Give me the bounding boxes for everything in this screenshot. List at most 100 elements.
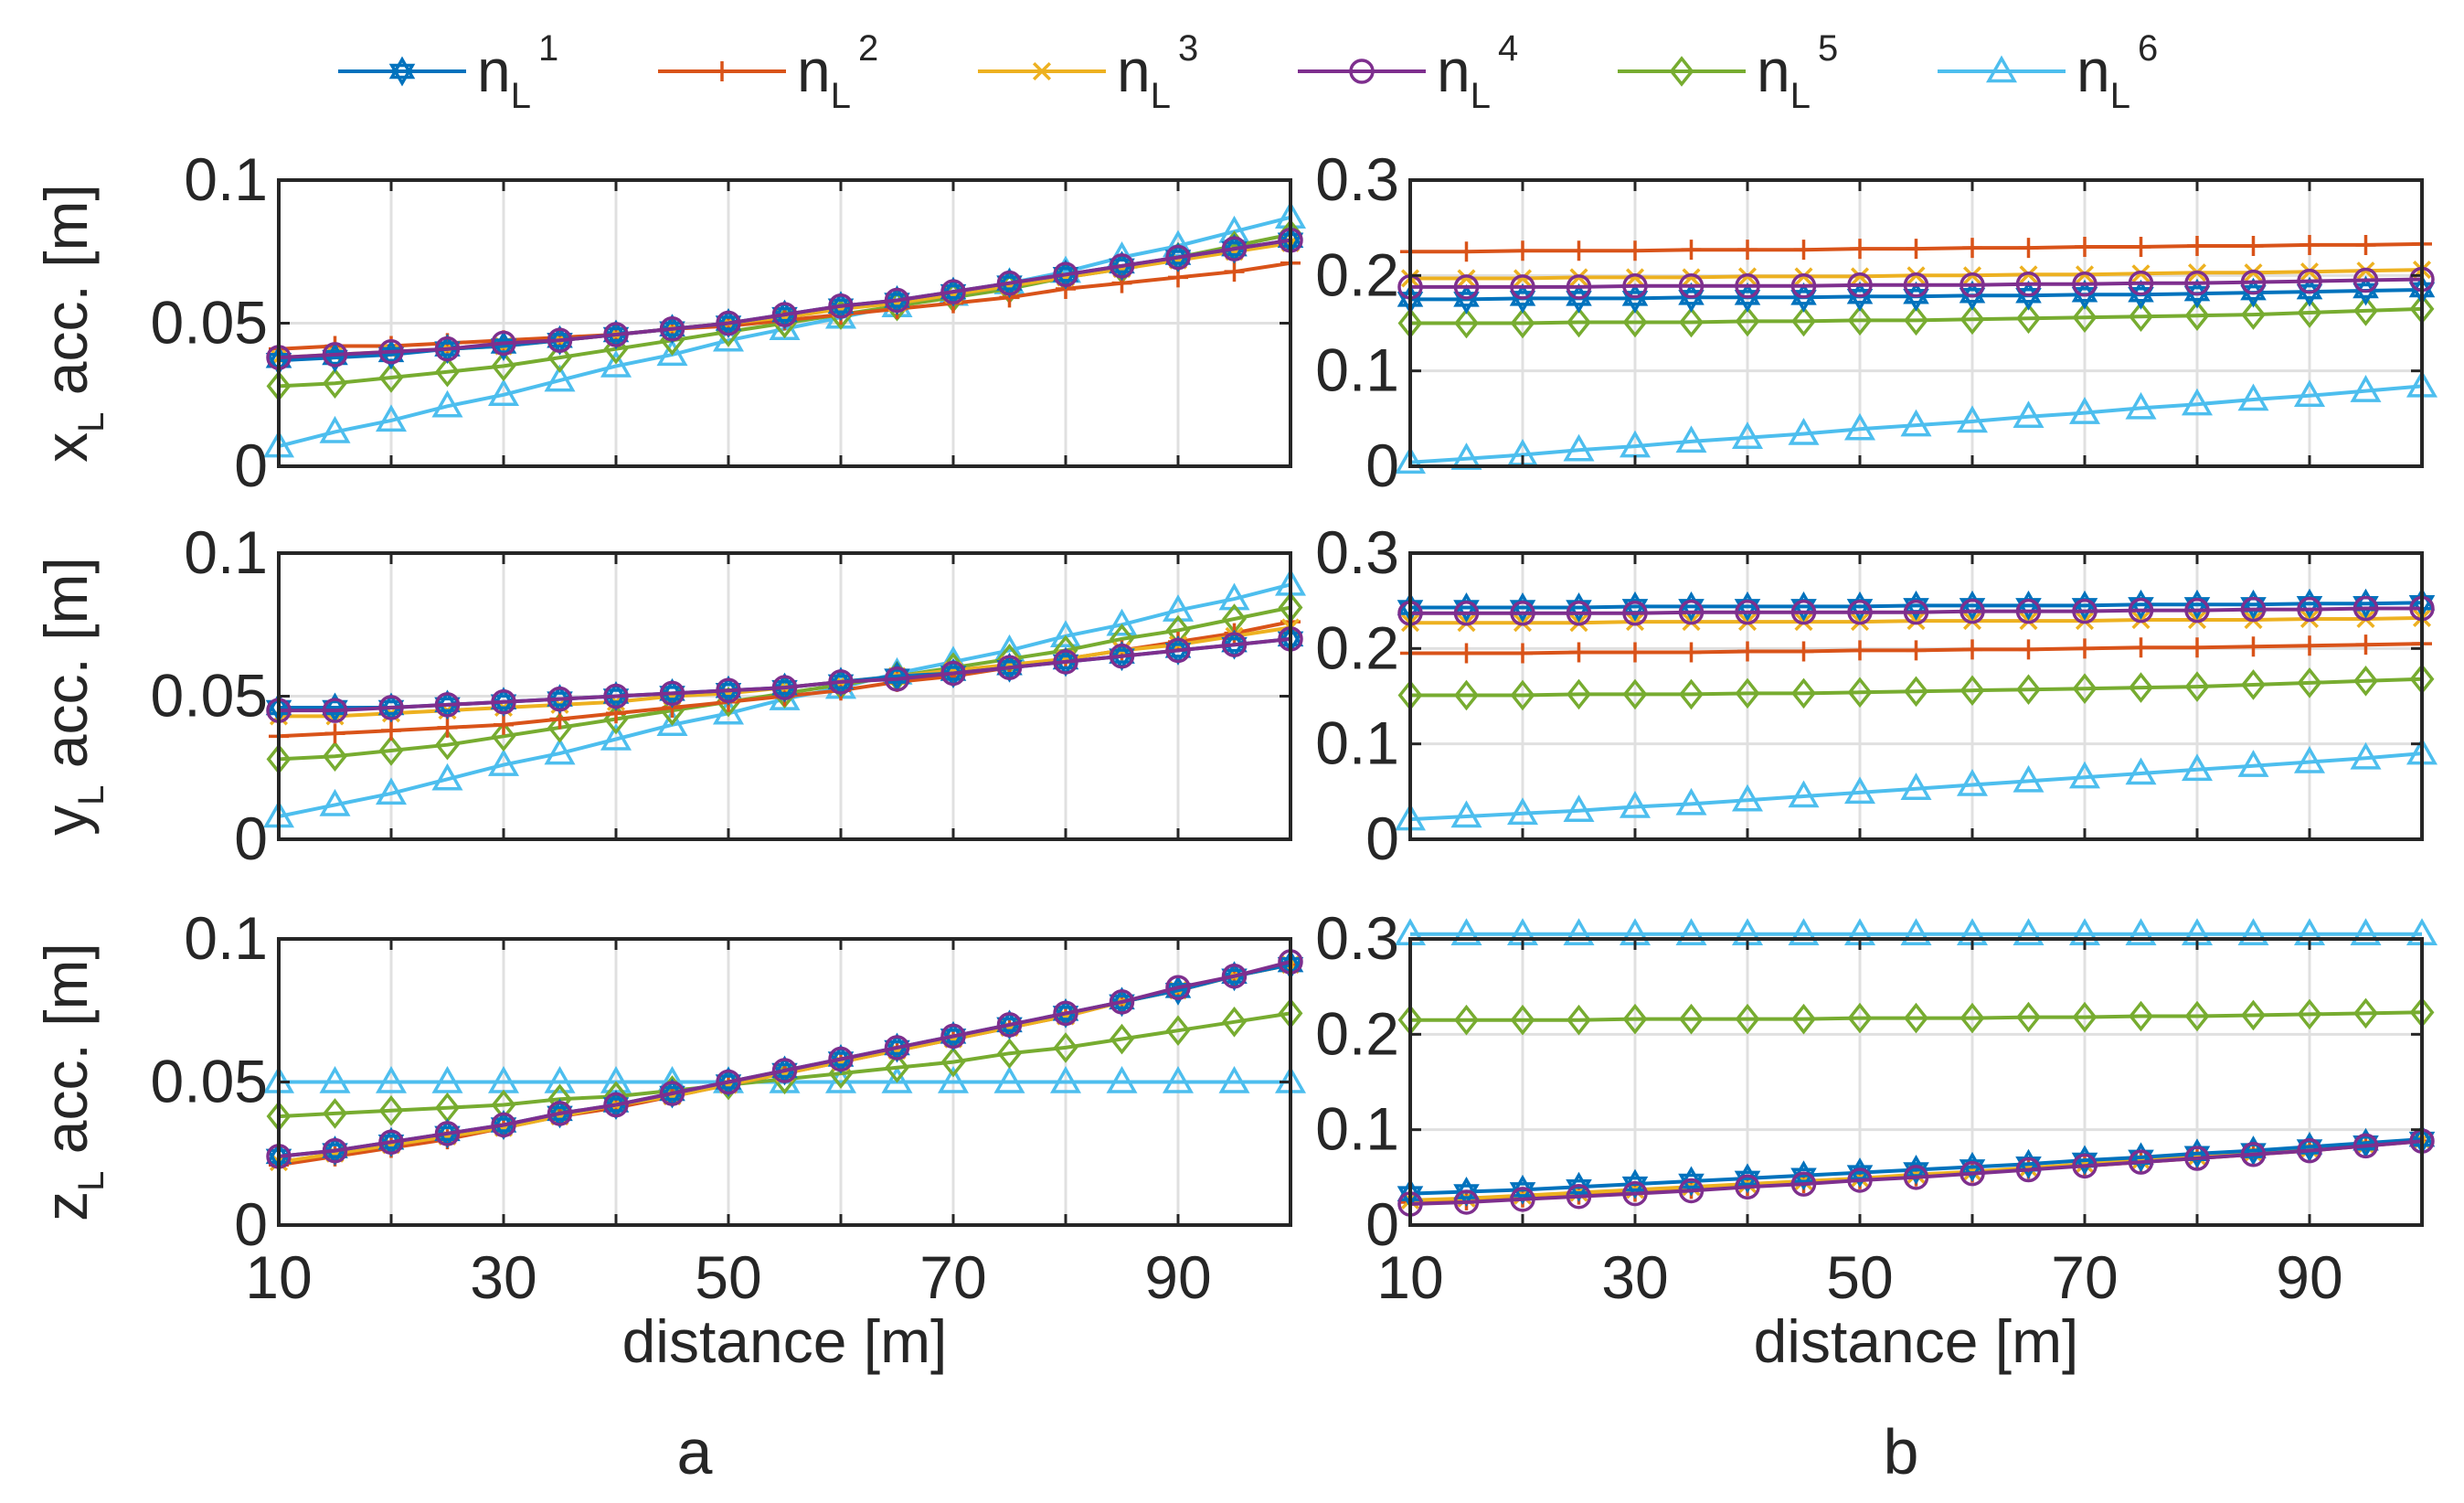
point-nL4	[2352, 267, 2379, 293]
point-nL4	[659, 1081, 685, 1106]
point-nL5	[2184, 1000, 2210, 1032]
point-nL4	[1847, 272, 1873, 298]
point-nL4	[1510, 274, 1535, 300]
y-tick-label: 0.05	[151, 1048, 268, 1115]
point-nL5	[2129, 1000, 2153, 1032]
point-nL1	[659, 1078, 685, 1109]
point-nL1	[1052, 997, 1079, 1029]
point-nL2	[2243, 235, 2264, 256]
point-nL5	[2016, 303, 2041, 335]
point-nL2	[2299, 234, 2320, 255]
point-nL4	[716, 1069, 741, 1095]
x-tick-label: 70	[2051, 1243, 2118, 1311]
point-nL4	[2297, 268, 2322, 294]
point-nL6	[600, 722, 632, 751]
line-nL4	[1409, 1139, 2423, 1206]
point-nL2	[1737, 641, 1758, 662]
point-nL6	[487, 749, 520, 776]
y-tick-label: 0	[234, 1190, 268, 1258]
point-nL5	[1622, 1003, 1648, 1035]
point-nL1	[827, 1043, 855, 1074]
point-nL6	[2013, 918, 2044, 946]
point-nL2	[1568, 240, 1589, 261]
point-nL4	[1790, 599, 1817, 625]
point-nL4	[1903, 599, 1929, 625]
axes-box	[1408, 551, 2424, 841]
point-nL2	[1906, 239, 1927, 260]
point-nL1	[377, 1126, 405, 1157]
point-nL4	[2297, 596, 2322, 623]
y-tick-label: 0.1	[1315, 1095, 1399, 1163]
point-nL1	[827, 666, 855, 698]
point-nL6	[1788, 417, 1820, 445]
point-nL4	[1790, 1171, 1817, 1197]
point-nL5	[2241, 669, 2266, 700]
point-nL1	[715, 675, 742, 706]
point-nL5	[2241, 999, 2266, 1031]
point-nL4	[1566, 600, 1592, 626]
point-nL5	[2297, 998, 2322, 1030]
panel-a-x: 0 0.05 0.1 xL acc. [m]	[32, 145, 1307, 499]
point-nL6	[544, 737, 576, 765]
point-nL4	[1678, 273, 1705, 299]
point-nL6	[1900, 918, 1932, 946]
point-nL1	[884, 284, 910, 315]
point-nL4	[828, 669, 854, 695]
legend-entry-nL4: nL4	[1298, 28, 1518, 116]
series-nL4	[266, 626, 1303, 723]
legend-label-nL4: nL4	[1437, 28, 1518, 116]
point-nL6	[431, 762, 463, 791]
point-nL6	[375, 404, 408, 432]
point-nL6	[1900, 773, 1932, 800]
y-tick-label: 0.2	[1315, 999, 1399, 1067]
point-nL4	[434, 692, 461, 718]
x-tick-label: 90	[2276, 1243, 2342, 1311]
point-nL4	[1735, 599, 1760, 625]
point-nL4	[547, 327, 573, 354]
point-nL4	[491, 1112, 516, 1138]
point-nL2	[1456, 241, 1477, 262]
point-nL1	[659, 314, 685, 345]
point-nL6	[1162, 1065, 1195, 1093]
point-nL1	[434, 689, 461, 720]
point-nL6	[319, 415, 351, 443]
point-nL5	[491, 350, 516, 382]
point-nL2	[2130, 237, 2151, 258]
point-nL5	[2129, 301, 2153, 332]
point-nL1	[715, 307, 742, 339]
point-nL1	[940, 276, 967, 307]
y-axis-label: xL acc. [m]	[32, 184, 112, 463]
x-axis-label: distance [m]	[622, 1307, 948, 1375]
legend-entry-nL5: nL5	[1618, 28, 1838, 116]
point-nL4	[1109, 989, 1135, 1015]
point-nL5	[2072, 302, 2098, 334]
y-tick-label: 0.3	[1315, 518, 1399, 586]
point-nL2	[1224, 261, 1245, 282]
point-nL2	[437, 717, 458, 738]
point-nL4	[771, 675, 798, 700]
point-nL4	[1566, 274, 1592, 300]
point-nL4	[2015, 1157, 2042, 1183]
point-nL6	[1450, 800, 1482, 828]
point-nL4	[434, 336, 461, 362]
point-nL2	[1793, 641, 1814, 662]
point-nL4	[603, 322, 629, 347]
y-tick-label: 0.3	[1315, 145, 1399, 213]
point-nL5	[1735, 305, 1760, 337]
point-nL6	[431, 389, 463, 418]
point-nL4	[2240, 1142, 2267, 1167]
point-nL1	[1221, 233, 1248, 264]
point-nL4	[1109, 643, 1135, 669]
x-tick-label: 10	[1376, 1243, 1443, 1311]
point-nL4	[1053, 261, 1078, 288]
point-nL4	[1510, 1187, 1535, 1212]
point-nL1	[377, 692, 405, 723]
point-nL4	[771, 302, 798, 327]
series-nL5	[1397, 293, 2435, 339]
point-nL6	[1218, 215, 1250, 243]
series-nL6	[1394, 369, 2438, 474]
point-nL6	[431, 1065, 463, 1093]
point-nL6	[1106, 1065, 1138, 1093]
point-nL5	[2072, 1001, 2098, 1033]
point-nL5	[1567, 1004, 1591, 1036]
